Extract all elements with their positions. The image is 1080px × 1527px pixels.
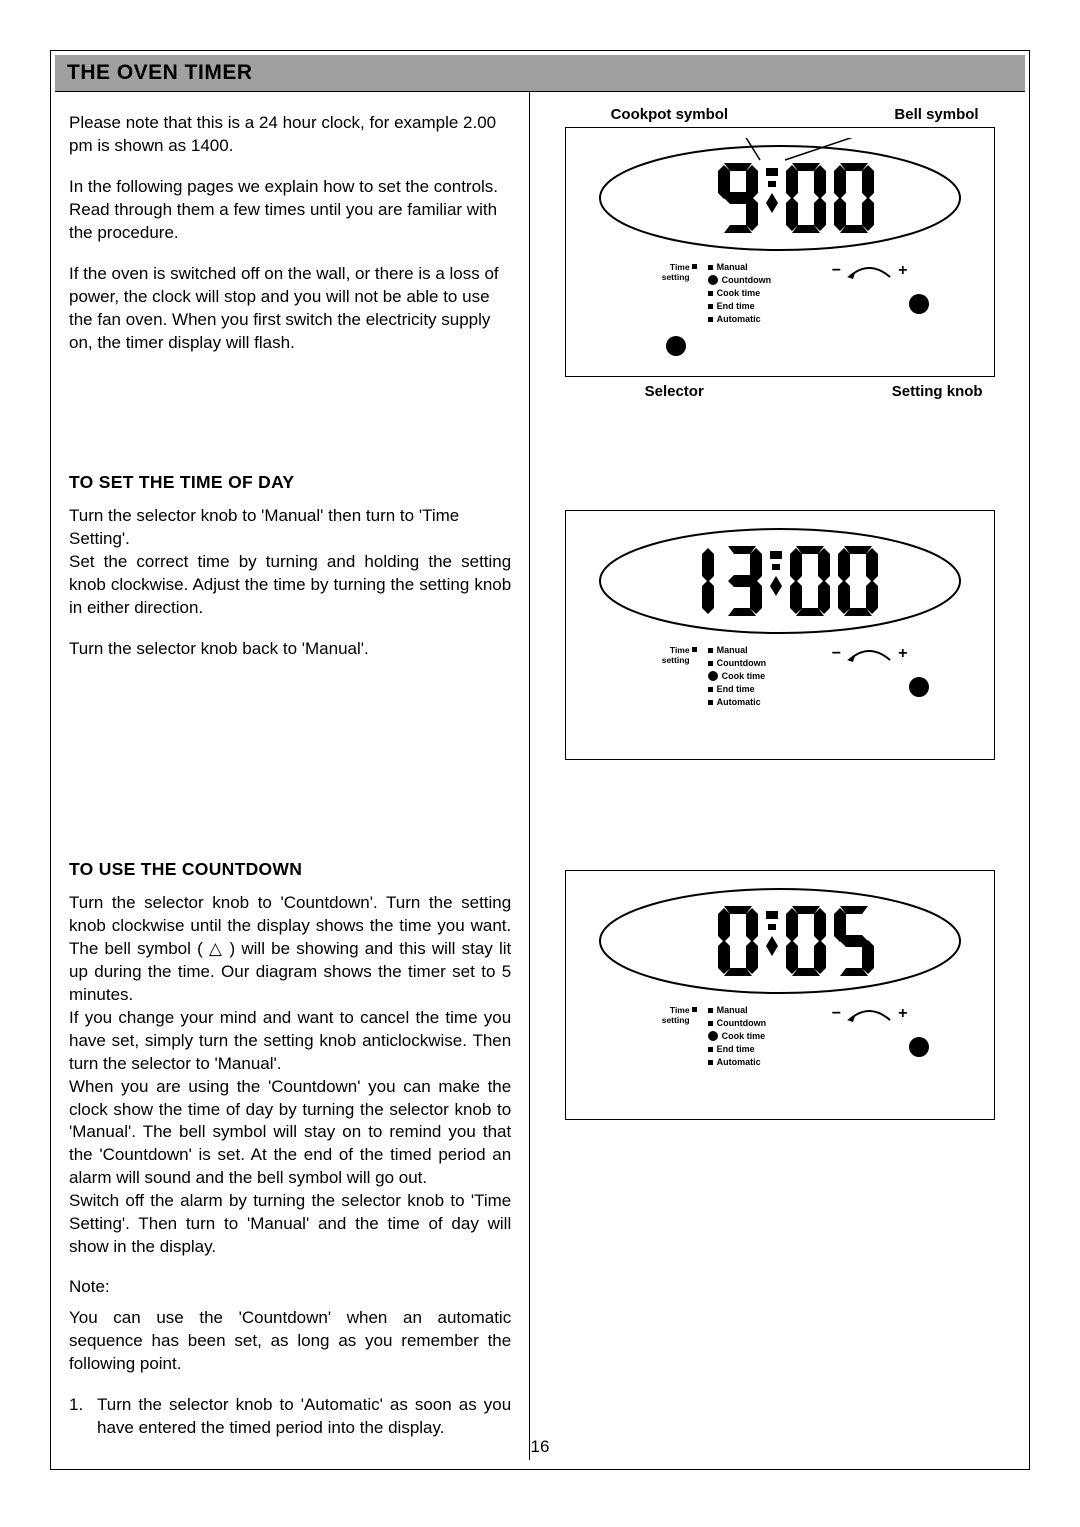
setting-knob: −+ [810,1005,930,1023]
menu-cooktime: Cook time [722,1031,766,1041]
setting-knob: −+ [810,645,930,663]
bell-label: Bell symbol [894,106,978,123]
menu-cooktime: Cook time [722,671,766,681]
plus-icon: + [898,645,907,663]
knob-circle [909,1037,929,1057]
selector-label: Selector [645,383,704,400]
cookpot-label: Cookpot symbol [611,106,729,123]
selector-menu: Manual Countdown Cook time End time Automati… [708,1005,808,1067]
menu-countdown: Countdown [717,1018,766,1028]
menu-endtime: End time [717,301,755,311]
page-number: 16 [51,1437,1029,1457]
minus-icon: − [832,645,841,663]
minus-icon: − [832,1005,841,1023]
section-heading-set-time: TO SET THE TIME OF DAY [69,472,511,493]
menu-endtime: End time [717,1044,755,1054]
menu-manual: Manual [717,262,748,272]
set-time-p1: Turn the selector knob to 'Manual' then … [69,505,511,551]
header-bar: THE OVEN TIMER [55,55,1025,92]
numbered-item-1: 1. Turn the selector knob to 'Automatic'… [69,1394,511,1440]
menu-automatic: Automatic [717,314,761,324]
timer-diagram-3: Time setting Manual Countdown Cook time End … [565,870,995,1120]
selector-menu: Manual Countdown Cook time End time Automati… [708,262,808,324]
right-column: Cookpot symbol Bell symbol Time setting Man… [530,92,1029,1460]
setting-knob: −+ [810,262,930,280]
menu-countdown: Countdown [722,275,771,285]
setting-knob-label: Setting knob [892,383,983,400]
list-text: Turn the selector knob to 'Automatic' as… [97,1394,511,1440]
selector-circle [666,336,686,356]
set-time-p3: Turn the selector knob back to 'Manual'. [69,638,511,661]
menu-manual: Manual [717,1005,748,1015]
countdown-p3: When you are using the 'Countdown' you c… [69,1076,511,1191]
selector-menu: Manual Countdown Cook time End time Automati… [708,645,808,707]
plus-icon: + [898,1005,907,1023]
menu-manual: Manual [717,645,748,655]
left-column: Please note that this is a 24 hour clock… [51,92,530,1460]
page-title: THE OVEN TIMER [67,61,1013,85]
countdown-p2: If you change your mind and want to canc… [69,1007,511,1076]
timer-diagram-2: Time setting Manual Countdown Cook time End … [565,510,995,760]
knob-circle [909,677,929,697]
section-heading-countdown: TO USE THE COUNTDOWN [69,859,511,880]
countdown-p4: Switch off the alarm by turning the sele… [69,1190,511,1259]
menu-automatic: Automatic [717,697,761,707]
list-number: 1. [69,1394,97,1440]
intro-para-3: If the oven is switched off on the wall,… [69,263,511,355]
intro-para-1: Please note that this is a 24 hour clock… [69,112,511,158]
menu-countdown: Countdown [717,658,766,668]
time-setting-label: Time setting [630,1005,690,1025]
minus-icon: − [832,262,841,280]
menu-endtime: End time [717,684,755,694]
plus-icon: + [898,262,907,280]
countdown-p1: Turn the selector knob to 'Countdown'. T… [69,892,511,1007]
timer-diagram-1: Cookpot symbol Bell symbol Time setting Man… [565,106,995,400]
note-label: Note: [69,1277,511,1297]
menu-automatic: Automatic [717,1057,761,1067]
time-setting-label: Time setting [630,262,690,282]
time-setting-label: Time setting [630,645,690,665]
note-p1: You can use the 'Countdown' when an auto… [69,1307,511,1376]
set-time-p2: Set the correct time by turning and hold… [69,551,511,620]
knob-circle [909,294,929,314]
menu-cooktime: Cook time [717,288,761,298]
intro-para-2: In the following pages we explain how to… [69,176,511,245]
